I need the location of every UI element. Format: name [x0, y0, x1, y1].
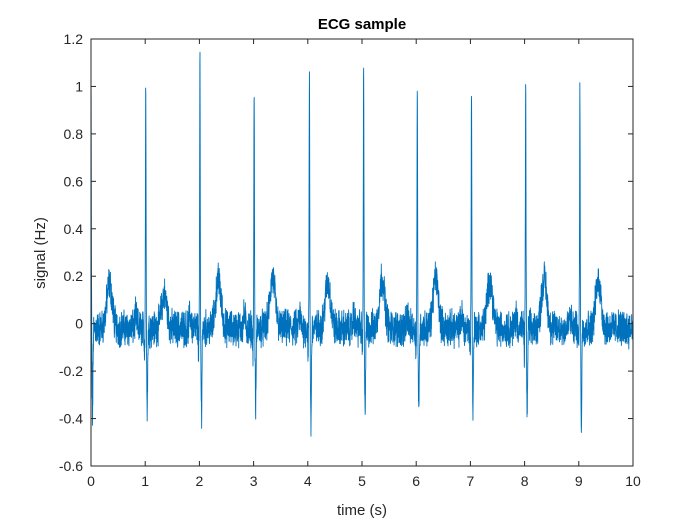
- x-tick-label: 2: [196, 473, 204, 489]
- ecg-signal-line: [91, 51, 633, 437]
- y-tick-label: 1: [75, 78, 83, 94]
- x-axis-title: time (s): [337, 502, 387, 519]
- y-tick-label: -0.6: [59, 458, 83, 474]
- y-tick-label: -0.2: [59, 363, 83, 379]
- x-tick-label: 10: [625, 473, 641, 489]
- y-tick-label: 1.2: [64, 31, 84, 47]
- x-tick-label: 5: [358, 473, 366, 489]
- y-axis-title: signal (Hz): [32, 217, 49, 289]
- x-tick-label: 9: [575, 473, 583, 489]
- y-tick-label: 0.6: [64, 173, 84, 189]
- axes-layer: 0 1 2 3 4 5 6 7 8 9 10 -0.6 -0.4 -0.2 0 0.2 0.4 0.6 0.8 1 1.…: [59, 31, 641, 489]
- x-tick-label: 0: [87, 473, 95, 489]
- x-tick-label: 3: [250, 473, 258, 489]
- x-tick-label: 7: [467, 473, 475, 489]
- x-tick-label: 4: [304, 473, 312, 489]
- x-tick-label: 8: [521, 473, 529, 489]
- chart-title: ECG sample: [318, 16, 406, 33]
- y-tick-label: -0.4: [59, 411, 83, 427]
- y-tick-label: 0.4: [64, 221, 84, 237]
- x-tick-label: 1: [141, 473, 149, 489]
- x-tick-label: 6: [412, 473, 420, 489]
- y-tick-label: 0: [75, 316, 83, 332]
- y-tick-label: 0.8: [64, 126, 84, 142]
- y-tick-label: 0.2: [64, 268, 84, 284]
- plot-layer: [91, 51, 633, 437]
